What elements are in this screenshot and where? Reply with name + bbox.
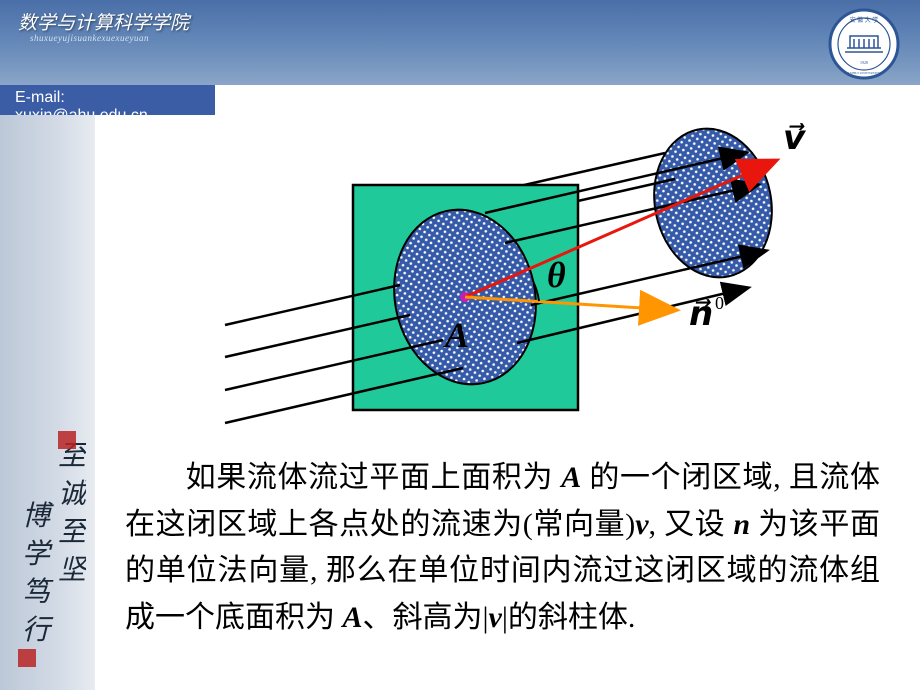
flow-diagram: v⃗ n⃗ 0 θ A (185, 115, 825, 445)
svg-text:v⃗: v⃗ (783, 120, 807, 157)
sym-A2: A (343, 601, 363, 634)
slide-content: v⃗ n⃗ 0 θ A 如果流体流过平面上面积为 A 的一个闭区域, 且流体在这… (95, 115, 920, 690)
t5: 、斜高为| (363, 601, 489, 634)
svg-text:行: 行 (22, 615, 54, 646)
header-bar: 数学与计算科学学院 shuxueyujisuankexuexueyuan 安 徽… (0, 0, 920, 85)
t3: , 又设 (649, 508, 734, 541)
svg-text:诚: 诚 (58, 479, 86, 510)
t6: |的斜柱体. (502, 601, 636, 634)
svg-text:笃: 笃 (22, 577, 54, 608)
svg-text:至: 至 (58, 517, 86, 548)
sidebar: 至 诚 至 坚 博 学 笃 行 (0, 115, 95, 690)
sym-n1: n (733, 508, 750, 541)
body-text: 如果流体流过平面上面积为 A 的一个闭区域, 且流体在这闭区域上各点处的流速为(… (125, 455, 880, 641)
department-name: 数学与计算科学学院 (18, 8, 189, 35)
svg-text:θ: θ (547, 255, 566, 295)
svg-text:0: 0 (715, 293, 724, 313)
sym-A1: A (561, 461, 581, 494)
svg-text:博: 博 (22, 501, 54, 532)
university-logo: 安 徽 大 学 1928 ANHUI UNIVERSITY (828, 8, 900, 80)
svg-text:n⃗: n⃗ (689, 296, 713, 333)
calligraphy-motto: 至 诚 至 坚 博 学 笃 行 (8, 425, 86, 675)
sym-v2: v (489, 601, 502, 634)
svg-text:1928: 1928 (860, 60, 868, 65)
svg-text:A: A (443, 315, 469, 355)
svg-text:ANHUI UNIVERSITY: ANHUI UNIVERSITY (847, 71, 881, 75)
svg-text:学: 学 (22, 539, 53, 570)
t1: 如果流体流过平面上面积为 (185, 461, 561, 494)
department-pinyin: shuxueyujisuankexuexueyuan (30, 33, 149, 43)
svg-text:坚: 坚 (58, 555, 86, 586)
svg-text:安 徽 大 学: 安 徽 大 学 (850, 16, 879, 24)
sym-v1: v (635, 508, 648, 541)
